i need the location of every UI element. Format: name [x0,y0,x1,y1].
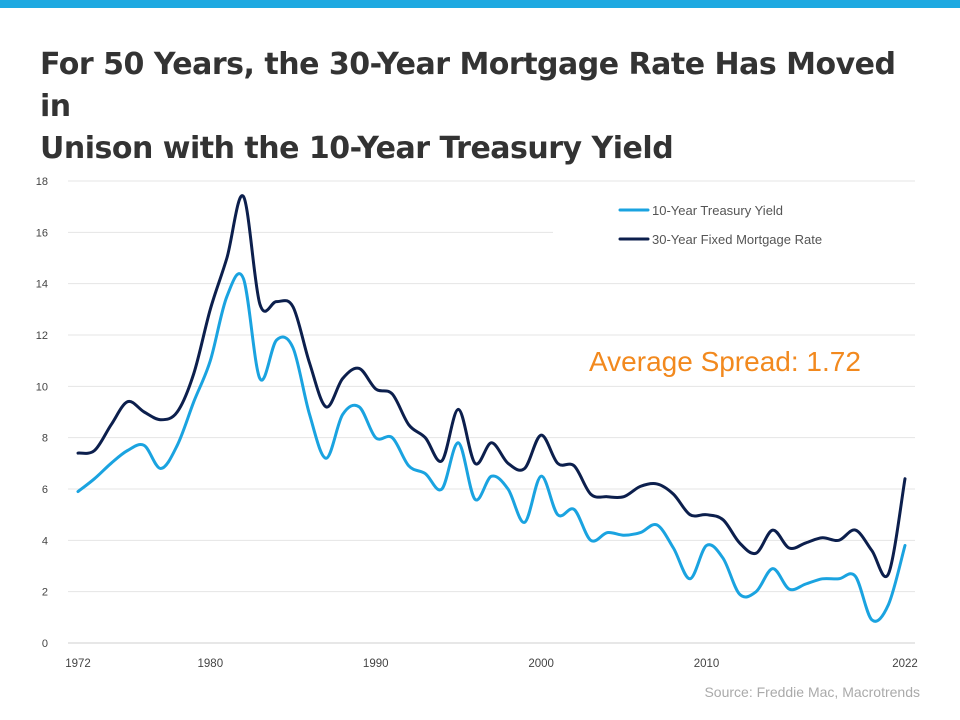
y-tick-label-0: 0 [42,638,48,650]
source-note: Source: Freddie Mac, Macrotrends [704,684,920,700]
x-tick-label-2022: 2022 [892,658,918,670]
page-title: For 50 Years, the 30-Year Mortgage Rate … [40,44,920,170]
x-tick-label-1972: 1972 [65,658,91,670]
legend-label-1: 30-Year Fixed Mortgage Rate [652,232,822,247]
title-line-2: Unison with the 10-Year Treasury Yield [40,131,674,166]
treasury-yield-line [76,272,907,623]
x-tick-label-1990: 1990 [363,658,389,670]
y-tick-label-12: 12 [36,330,48,342]
y-tick-label-16: 16 [36,227,48,239]
x-tick-label-2010: 2010 [694,658,720,670]
chart-legend: 10-Year Treasury Yield 30-Year Fixed Mort… [553,190,915,262]
x-tick-label-1980: 1980 [198,658,224,670]
y-tick-label-10: 10 [36,381,48,393]
y-tick-label-2: 2 [42,587,48,599]
x-tick-label-2000: 2000 [528,658,554,670]
series-lines [76,194,907,623]
y-tick-label-8: 8 [42,433,48,445]
y-tick-label-6: 6 [42,484,48,496]
legend-background [553,190,915,262]
average-spread-annotation: Average Spread: 1.72 [589,346,861,377]
mortgage-rate-line [76,194,907,578]
y-tick-label-14: 14 [36,279,48,291]
y-axis-ticks: 0 2 4 6 8 10 12 14 16 18 [36,176,48,650]
y-tick-label-4: 4 [42,535,48,547]
top-accent-bar [0,0,960,8]
legend-label-0: 10-Year Treasury Yield [652,203,783,218]
y-tick-label-18: 18 [36,176,48,188]
x-axis-ticks: 1972 1980 1990 2000 2010 2022 [65,658,918,670]
title-line-1: For 50 Years, the 30-Year Mortgage Rate … [40,47,896,124]
